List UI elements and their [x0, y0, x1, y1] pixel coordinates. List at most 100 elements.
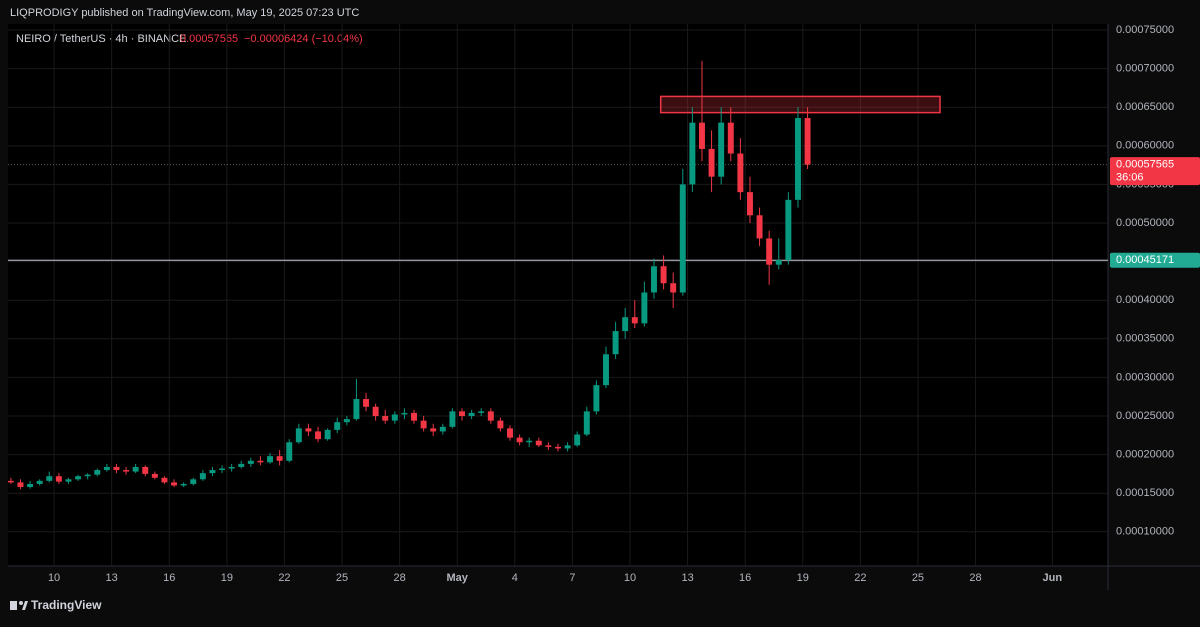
- candle-body: [583, 411, 590, 435]
- x-tick-label: 16: [163, 572, 175, 584]
- candle-body: [267, 456, 274, 463]
- x-tick-label: 25: [912, 572, 924, 584]
- candle-body: [46, 476, 53, 481]
- candle-body: [641, 292, 648, 324]
- x-tick-label: 22: [278, 572, 290, 584]
- candle-body: [449, 411, 456, 427]
- candle-body: [420, 420, 427, 429]
- candle-body: [363, 399, 370, 407]
- candle-body: [401, 412, 408, 415]
- candle-body: [295, 428, 302, 443]
- candle-body: [36, 480, 43, 484]
- candle-body: [689, 122, 696, 185]
- last-price: 0.00057565: [180, 33, 238, 45]
- candle-body: [804, 118, 811, 165]
- brand: TradingView: [31, 598, 102, 612]
- x-tick-label: 13: [106, 572, 118, 584]
- candle-body: [756, 215, 763, 239]
- candle-body: [631, 317, 638, 324]
- x-tick-label: May: [447, 572, 469, 584]
- countdown: 36:06: [1116, 172, 1144, 184]
- logo-mark: [22, 601, 28, 610]
- y-tick-label: 0.00015000: [1116, 487, 1174, 499]
- candle-body: [190, 479, 197, 484]
- candle-body: [132, 466, 139, 472]
- y-tick-label: 0.00060000: [1116, 140, 1174, 152]
- x-tick-label: 4: [512, 572, 518, 584]
- candle-body: [276, 456, 283, 461]
- candle-body: [746, 192, 753, 216]
- y-tick-label: 0.00030000: [1116, 371, 1174, 383]
- symbol: NEIRO / TetherUS · 4h · BINANCE: [16, 33, 186, 45]
- candle-body: [55, 476, 62, 482]
- candle-body: [75, 476, 82, 480]
- candle-body: [459, 411, 465, 417]
- price-label-box: [1110, 252, 1200, 268]
- candle-body: [219, 468, 226, 471]
- candle-body: [113, 466, 120, 471]
- candle-body: [247, 460, 254, 464]
- x-tick-label: 25: [336, 572, 348, 584]
- candle-body: [8, 480, 14, 483]
- x-tick-label: 10: [48, 572, 60, 584]
- candle-body: [670, 283, 677, 293]
- candle-body: [660, 266, 667, 284]
- header: LIQPRODIGY published on TradingView.com,…: [10, 7, 359, 19]
- candle-body: [171, 482, 178, 486]
- candle-body: [315, 431, 322, 440]
- candle-body: [180, 483, 187, 486]
- candle-body: [324, 429, 331, 440]
- candle-body: [766, 238, 773, 265]
- y-tick-label: 0.00020000: [1116, 449, 1174, 461]
- x-tick-label: Jun: [1043, 572, 1063, 584]
- candle-body: [391, 414, 398, 421]
- candle-body: [708, 148, 715, 177]
- candle-body: [603, 354, 609, 386]
- price-label-box: [1110, 157, 1200, 186]
- candle-body: [334, 422, 341, 430]
- y-tick-label: 0.00070000: [1116, 63, 1174, 75]
- candle-body: [305, 428, 312, 432]
- y-tick-label: 0.00040000: [1116, 294, 1174, 306]
- candle-body: [382, 416, 389, 421]
- candle-body: [372, 406, 379, 417]
- candle-body: [564, 445, 571, 449]
- candle-body: [142, 466, 149, 474]
- candle-body: [238, 463, 245, 467]
- candle-body: [775, 260, 782, 265]
- x-tick-label: 19: [797, 572, 809, 584]
- candle-body: [478, 411, 485, 413]
- resistance-zone: [659, 95, 941, 114]
- logo-mark: [10, 601, 17, 610]
- candle-body: [439, 426, 446, 432]
- plot-area: [8, 24, 1108, 566]
- candle-body: [228, 466, 235, 469]
- candle-body: [699, 122, 705, 149]
- y-tick-label: 0.00065000: [1116, 101, 1174, 113]
- x-tick-label: 28: [969, 572, 981, 584]
- candle-body: [785, 199, 792, 261]
- candle-body: [507, 428, 513, 438]
- candle-body: [103, 466, 110, 471]
- logo-mark: [19, 601, 23, 605]
- candle-body: [151, 473, 158, 478]
- x-tick-label: 10: [624, 572, 636, 584]
- candle-body: [526, 440, 533, 443]
- candle-body: [794, 118, 801, 200]
- y-tick-label: 0.00035000: [1116, 333, 1174, 345]
- candle-body: [430, 428, 437, 432]
- candle-body: [487, 411, 494, 421]
- candle-body: [516, 437, 523, 443]
- x-tick-label: 22: [854, 572, 866, 584]
- change: −0.00006424 (−10.04%): [244, 33, 363, 45]
- logo: [10, 601, 28, 610]
- candle-body: [209, 470, 216, 474]
- candle-body: [257, 460, 264, 463]
- x-tick-label: 19: [221, 572, 233, 584]
- candle-body: [622, 317, 629, 332]
- candle-body: [468, 412, 475, 417]
- candle-body: [65, 479, 72, 482]
- candle-body: [497, 420, 504, 429]
- candle-body: [199, 473, 206, 480]
